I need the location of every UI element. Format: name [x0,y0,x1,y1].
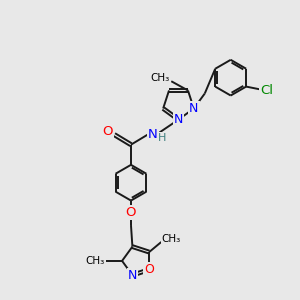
Text: O: O [103,124,113,138]
Text: H: H [158,133,166,143]
Text: O: O [126,206,136,219]
Text: CH₃: CH₃ [86,256,105,266]
Text: N: N [189,102,199,115]
Text: O: O [144,263,154,276]
Text: N: N [148,128,158,140]
Text: N: N [174,113,183,126]
Text: CH₃: CH₃ [151,73,170,83]
Text: CH₃: CH₃ [162,234,181,244]
Text: Cl: Cl [260,84,273,98]
Text: N: N [128,268,137,282]
